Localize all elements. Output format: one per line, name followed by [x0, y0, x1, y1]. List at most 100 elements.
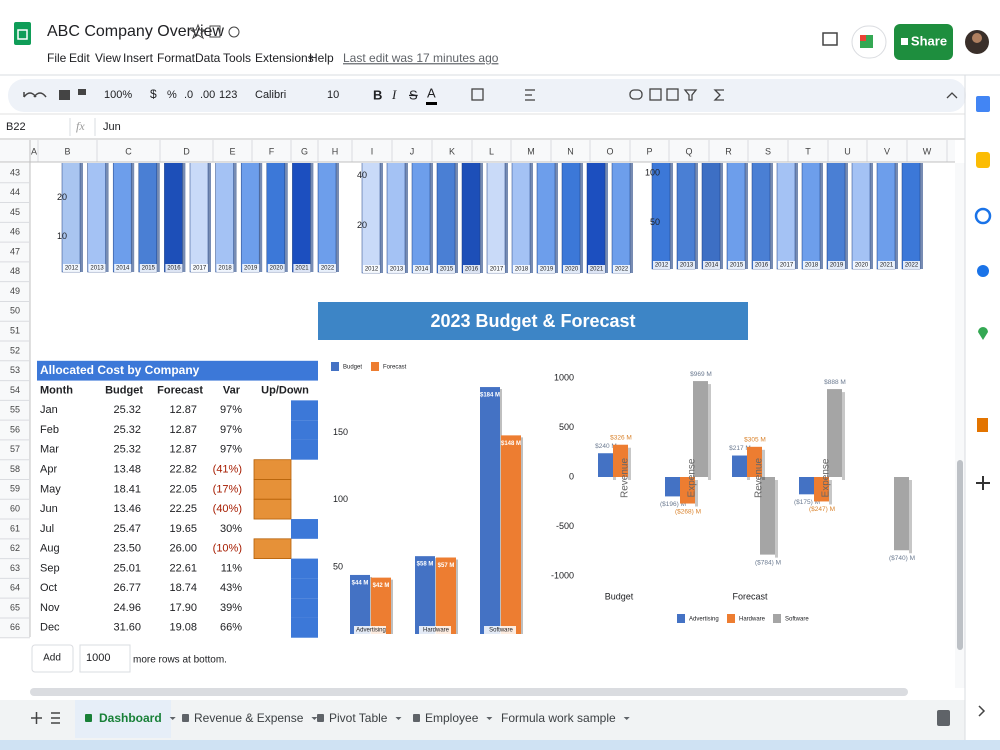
column-header[interactable]: B — [64, 146, 70, 156]
text-color-button[interactable]: A — [427, 85, 436, 100]
vertical-scrollbar[interactable] — [955, 163, 965, 688]
column-header[interactable]: P — [646, 146, 652, 156]
paint-format-icon[interactable] — [78, 89, 86, 95]
row-header[interactable]: 65 — [10, 602, 20, 612]
functions-icon[interactable] — [713, 89, 724, 101]
tab-menu-caret[interactable] — [486, 717, 493, 720]
menu-item[interactable]: Help — [309, 51, 334, 65]
italic-button[interactable]: I — [391, 87, 397, 102]
star-icon[interactable] — [189, 23, 207, 40]
row-header[interactable]: 52 — [10, 345, 20, 355]
row-header[interactable]: 46 — [10, 227, 20, 237]
row-header[interactable]: 60 — [10, 504, 20, 514]
tab-menu-caret[interactable] — [311, 717, 318, 720]
row-header[interactable]: 62 — [10, 543, 20, 553]
row-header[interactable]: 43 — [10, 167, 20, 177]
cloud-icon[interactable] — [228, 26, 240, 38]
row-header[interactable]: 64 — [10, 583, 20, 593]
row-header[interactable]: 57 — [10, 444, 20, 454]
column-header[interactable]: D — [183, 146, 190, 156]
comment-icon[interactable] — [649, 88, 662, 101]
row-header[interactable]: 55 — [10, 405, 20, 415]
zoom[interactable]: 100% — [104, 89, 132, 101]
column-header[interactable]: C — [125, 146, 132, 156]
row-header[interactable]: 49 — [10, 286, 20, 296]
name-box[interactable]: B22 — [6, 121, 26, 133]
doc-title[interactable]: ABC Company Overview — [47, 23, 224, 40]
row-header[interactable]: 48 — [10, 266, 20, 276]
menu-item[interactable]: File — [47, 51, 67, 65]
tab-menu-caret[interactable] — [395, 717, 402, 720]
bold-button[interactable]: B — [373, 87, 382, 102]
row-header[interactable]: 63 — [10, 563, 20, 573]
column-header[interactable]: A — [31, 146, 37, 156]
get-addons[interactable] — [976, 476, 990, 490]
column-header[interactable]: Q — [685, 146, 692, 156]
horizontal-scrollbar[interactable] — [30, 688, 908, 696]
menu-item[interactable]: Tools — [223, 51, 251, 65]
last-edit[interactable]: Last edit was 17 minutes ago — [343, 51, 499, 65]
all-sheets[interactable] — [51, 712, 60, 724]
column-header[interactable]: F — [269, 146, 275, 156]
rows-count[interactable]: 1000 — [86, 652, 110, 664]
add-label[interactable]: Add — [43, 653, 61, 664]
tab-menu-caret[interactable] — [623, 717, 630, 720]
row-header[interactable]: 61 — [10, 523, 20, 533]
number-format[interactable]: 123 — [219, 89, 237, 101]
maps-icon[interactable] — [978, 327, 988, 340]
column-header[interactable]: H — [332, 146, 339, 156]
menu-item[interactable]: Data — [195, 51, 221, 65]
column-header[interactable]: W — [923, 146, 932, 156]
row-header[interactable]: 53 — [10, 365, 20, 375]
column-header[interactable]: O — [606, 146, 613, 156]
percent-format[interactable]: % — [167, 89, 177, 101]
share-button[interactable] — [894, 24, 953, 60]
sheet-tab[interactable]: Dashboard — [99, 711, 162, 725]
tab-menu-caret[interactable] — [169, 717, 176, 720]
link-icon[interactable] — [629, 89, 643, 100]
undo-redo-icons[interactable] — [23, 92, 47, 98]
collapse-toolbar[interactable] — [946, 92, 958, 99]
menu-item[interactable]: Insert — [123, 51, 154, 65]
row-header[interactable]: 47 — [10, 246, 20, 256]
chart-icon[interactable] — [666, 88, 679, 101]
scroll-thumb[interactable] — [957, 460, 963, 650]
column-header[interactable]: V — [884, 146, 890, 156]
share-label[interactable]: Share — [911, 33, 947, 48]
sheets-logo[interactable] — [14, 22, 31, 45]
column-header[interactable]: G — [301, 146, 308, 156]
add-button[interactable] — [31, 644, 74, 673]
row-header[interactable]: 44 — [10, 187, 20, 197]
strike-button[interactable]: S — [409, 87, 418, 102]
column-header[interactable]: E — [229, 146, 235, 156]
tasks-icon[interactable] — [974, 207, 992, 225]
explore-button[interactable] — [937, 710, 950, 726]
currency-format[interactable]: $ — [150, 87, 157, 101]
row-header[interactable]: 66 — [10, 622, 20, 632]
column-header[interactable]: T — [805, 146, 811, 156]
row-header[interactable]: 51 — [10, 326, 20, 336]
addon-icon[interactable] — [977, 418, 988, 432]
row-header[interactable]: 59 — [10, 484, 20, 494]
sheet-tab[interactable]: Employee — [425, 711, 479, 725]
move-icon[interactable] — [209, 25, 221, 38]
sheet-tab[interactable]: Formula work sample — [501, 711, 616, 725]
contacts-icon[interactable] — [977, 265, 989, 277]
add-sheet[interactable] — [31, 712, 42, 724]
column-header[interactable]: J — [410, 146, 415, 156]
column-header[interactable]: M — [527, 146, 535, 156]
column-header[interactable]: R — [725, 146, 732, 156]
borders-icon[interactable] — [471, 88, 484, 101]
column-header[interactable]: N — [567, 146, 574, 156]
row-header[interactable]: 56 — [10, 424, 20, 434]
row-header[interactable]: 50 — [10, 306, 20, 316]
filter-icon[interactable] — [683, 89, 698, 101]
column-header[interactable]: L — [489, 146, 494, 156]
row-header[interactable]: 54 — [10, 385, 20, 395]
rows-input[interactable] — [79, 644, 131, 673]
row-header[interactable]: 58 — [10, 464, 20, 474]
decrease-decimal[interactable]: .0 — [184, 89, 193, 101]
font-family[interactable]: Calibri — [255, 89, 286, 101]
print-icon[interactable] — [59, 90, 70, 100]
column-header[interactable]: U — [844, 146, 851, 156]
